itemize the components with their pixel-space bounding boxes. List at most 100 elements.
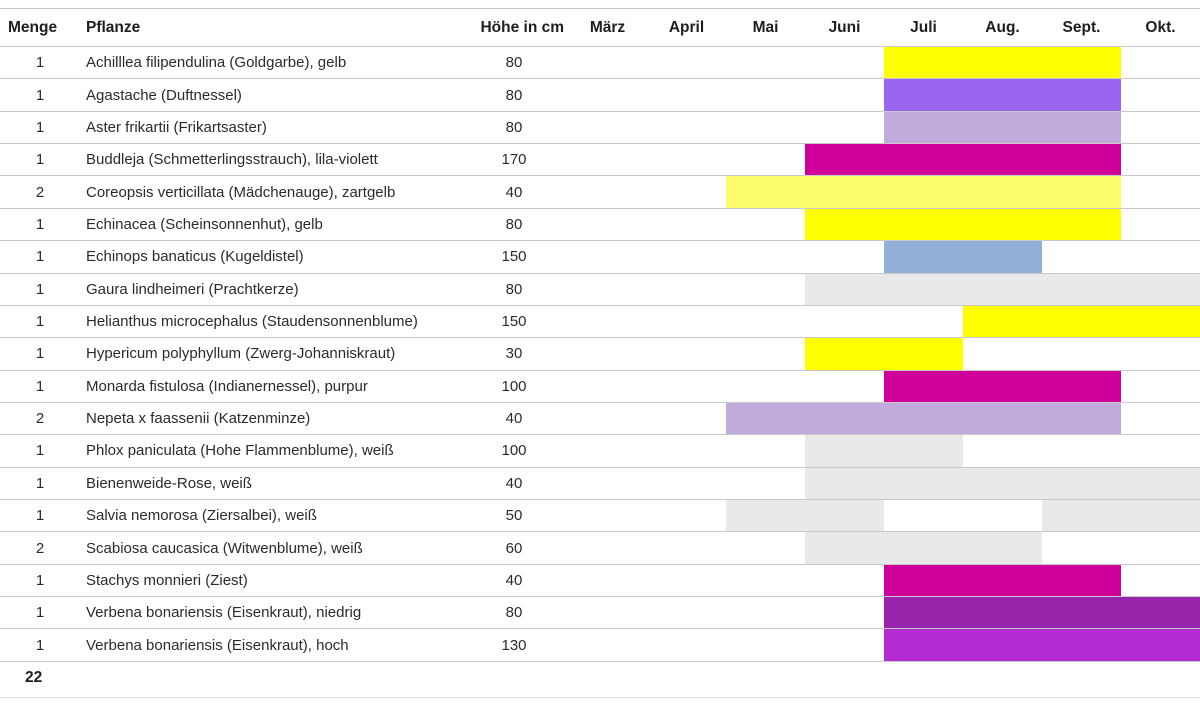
month-header-sept: Sept. <box>1062 18 1101 36</box>
height-cell: 60 <box>505 539 523 557</box>
month-header-okt: Okt. <box>1145 18 1176 36</box>
quantity-cell: 2 <box>35 539 45 557</box>
bloom-months-area <box>568 435 1200 467</box>
quantity-cell: 1 <box>35 345 45 363</box>
quantity-cell: 1 <box>35 313 45 331</box>
height-cell: 150 <box>501 248 527 266</box>
plant-name-cell: Buddleja (Schmetterlingsstrauch), lila-v… <box>86 151 378 169</box>
plant-name-cell: Hypericum polyphyllum (Zwerg-Johanniskra… <box>86 345 396 363</box>
plant-name-cell: Echinacea (Scheinsonnenhut), gelb <box>86 215 323 233</box>
month-header-märz: März <box>589 18 626 36</box>
quantity-cell: 1 <box>35 118 45 136</box>
table-row: 1 Echinops banaticus (Kugeldistel) 150 <box>0 241 1200 274</box>
bloom-months-area <box>568 79 1200 111</box>
bloom-months-area <box>568 305 1200 338</box>
bottom-rule <box>0 697 1200 698</box>
table-row: 1 Helianthus microcephalus (Staudensonnen… <box>0 305 1200 339</box>
bloom-bar <box>884 241 1042 273</box>
bloom-months-area <box>568 532 1200 564</box>
table-row: 1 Echinacea (Scheinsonnenhut), gelb 80 <box>0 208 1200 242</box>
height-cell: 130 <box>501 636 527 654</box>
plant-name-cell: Monarda fistulosa (Indianernessel), purp… <box>86 377 368 395</box>
table-row: 1 Salvia nemorosa (Ziersalbei), weiß 50 <box>0 500 1200 533</box>
bloom-months-area <box>568 273 1200 305</box>
bloom-bar <box>1042 500 1200 532</box>
plant-name-cell: Stachys monnieri (Ziest) <box>86 571 248 589</box>
column-header-menge: Menge <box>8 18 58 36</box>
column-header-hoehe: Höhe in cm <box>480 18 564 36</box>
height-cell: 40 <box>505 474 523 492</box>
plant-name-cell: Nepeta x faassenii (Katzenminze) <box>86 410 311 428</box>
bloom-months-area <box>568 144 1200 176</box>
quantity-cell: 1 <box>35 248 45 266</box>
bloom-bar <box>884 564 1121 597</box>
quantity-cell: 1 <box>35 442 45 460</box>
plant-name-cell: Gaura lindheimeri (Prachtkerze) <box>86 280 299 298</box>
table-row: 2 Nepeta x faassenii (Katzenminze) 40 <box>0 402 1200 436</box>
table-row: 1 Verbena bonariensis (Eisenkraut), hoch 1… <box>0 629 1200 662</box>
height-cell: 80 <box>505 280 523 298</box>
height-cell: 170 <box>501 151 527 169</box>
plant-name-cell: Helianthus microcephalus (Staudensonnenb… <box>86 313 418 331</box>
table-row: 1 Stachys monnieri (Ziest) 40 <box>0 564 1200 598</box>
total-quantity: 22 <box>25 669 43 686</box>
bloom-bar <box>884 629 1200 661</box>
bloom-months-area <box>568 208 1200 241</box>
bloom-bar <box>805 208 1121 241</box>
height-cell: 50 <box>505 507 523 525</box>
table-row: 1 Buddleja (Schmetterlingsstrauch), lila-… <box>0 144 1200 177</box>
height-cell: 40 <box>505 183 523 201</box>
table-body: 1 Achilllea filipendulina (Goldgarbe), ge… <box>0 47 1200 662</box>
table-footer: 22 <box>0 662 1200 709</box>
month-header-juli: Juli <box>910 18 937 36</box>
bloom-bar <box>805 273 1200 305</box>
month-header-aug: Aug. <box>985 18 1020 36</box>
bloom-bar <box>805 144 1121 176</box>
table-row: 2 Coreopsis verticillata (Mädchenauge), z… <box>0 176 1200 209</box>
height-cell: 30 <box>505 345 523 363</box>
quantity-cell: 1 <box>35 636 45 654</box>
plant-name-cell: Salvia nemorosa (Ziersalbei), weiß <box>86 507 317 525</box>
quantity-cell: 1 <box>35 507 45 525</box>
quantity-cell: 1 <box>35 280 45 298</box>
quantity-cell: 1 <box>35 215 45 233</box>
bloom-bar <box>884 597 1200 629</box>
height-cell: 40 <box>505 571 523 589</box>
bloom-bar <box>726 500 884 532</box>
bloom-bar <box>884 47 1121 79</box>
plant-name-cell: Aster frikartii (Frikartsaster) <box>86 118 267 136</box>
month-headers: März April Mai Juni Juli Aug. Sept. Okt. <box>568 9 1200 46</box>
quantity-cell: 1 <box>35 604 45 622</box>
quantity-cell: 1 <box>35 571 45 589</box>
quantity-cell: 1 <box>35 377 45 395</box>
bloom-bar <box>805 435 963 467</box>
month-header-juni: Juni <box>828 18 861 36</box>
bloom-months-area <box>568 176 1200 208</box>
month-header-mai: Mai <box>752 18 779 36</box>
plant-name-cell: Verbena bonariensis (Eisenkraut), niedri… <box>86 604 362 622</box>
quantity-cell: 1 <box>35 86 45 104</box>
table-row: 1 Aster frikartii (Frikartsaster) 80 <box>0 111 1200 145</box>
height-cell: 150 <box>501 313 527 331</box>
quantity-cell: 1 <box>35 54 45 72</box>
bloom-months-area <box>568 47 1200 79</box>
table-header: Menge Pflanze Höhe in cm März April Mai Jun… <box>0 9 1200 47</box>
plant-name-cell: Echinops banaticus (Kugeldistel) <box>86 248 304 266</box>
bloom-months-area <box>568 111 1200 144</box>
table-row: 1 Bienenweide-Rose, weiß 40 <box>0 467 1200 501</box>
height-cell: 40 <box>505 410 523 428</box>
plant-name-cell: Coreopsis verticillata (Mädchenauge), za… <box>86 183 396 201</box>
bloom-bar <box>726 176 1121 208</box>
bloom-bar <box>884 370 1121 402</box>
table-row: 1 Hypericum polyphyllum (Zwerg-Johanniskr… <box>0 338 1200 371</box>
bloom-bar <box>805 532 1042 564</box>
height-cell: 100 <box>501 377 527 395</box>
bloom-months-area <box>568 370 1200 402</box>
table-row: 1 Monarda fistulosa (Indianernessel), pur… <box>0 370 1200 403</box>
bloom-months-area <box>568 241 1200 273</box>
plant-name-cell: Phlox paniculata (Hohe Flammenblume), we… <box>86 442 394 460</box>
column-header-pflanze: Pflanze <box>86 18 141 36</box>
bloom-bar <box>805 338 963 370</box>
height-cell: 80 <box>505 118 523 136</box>
